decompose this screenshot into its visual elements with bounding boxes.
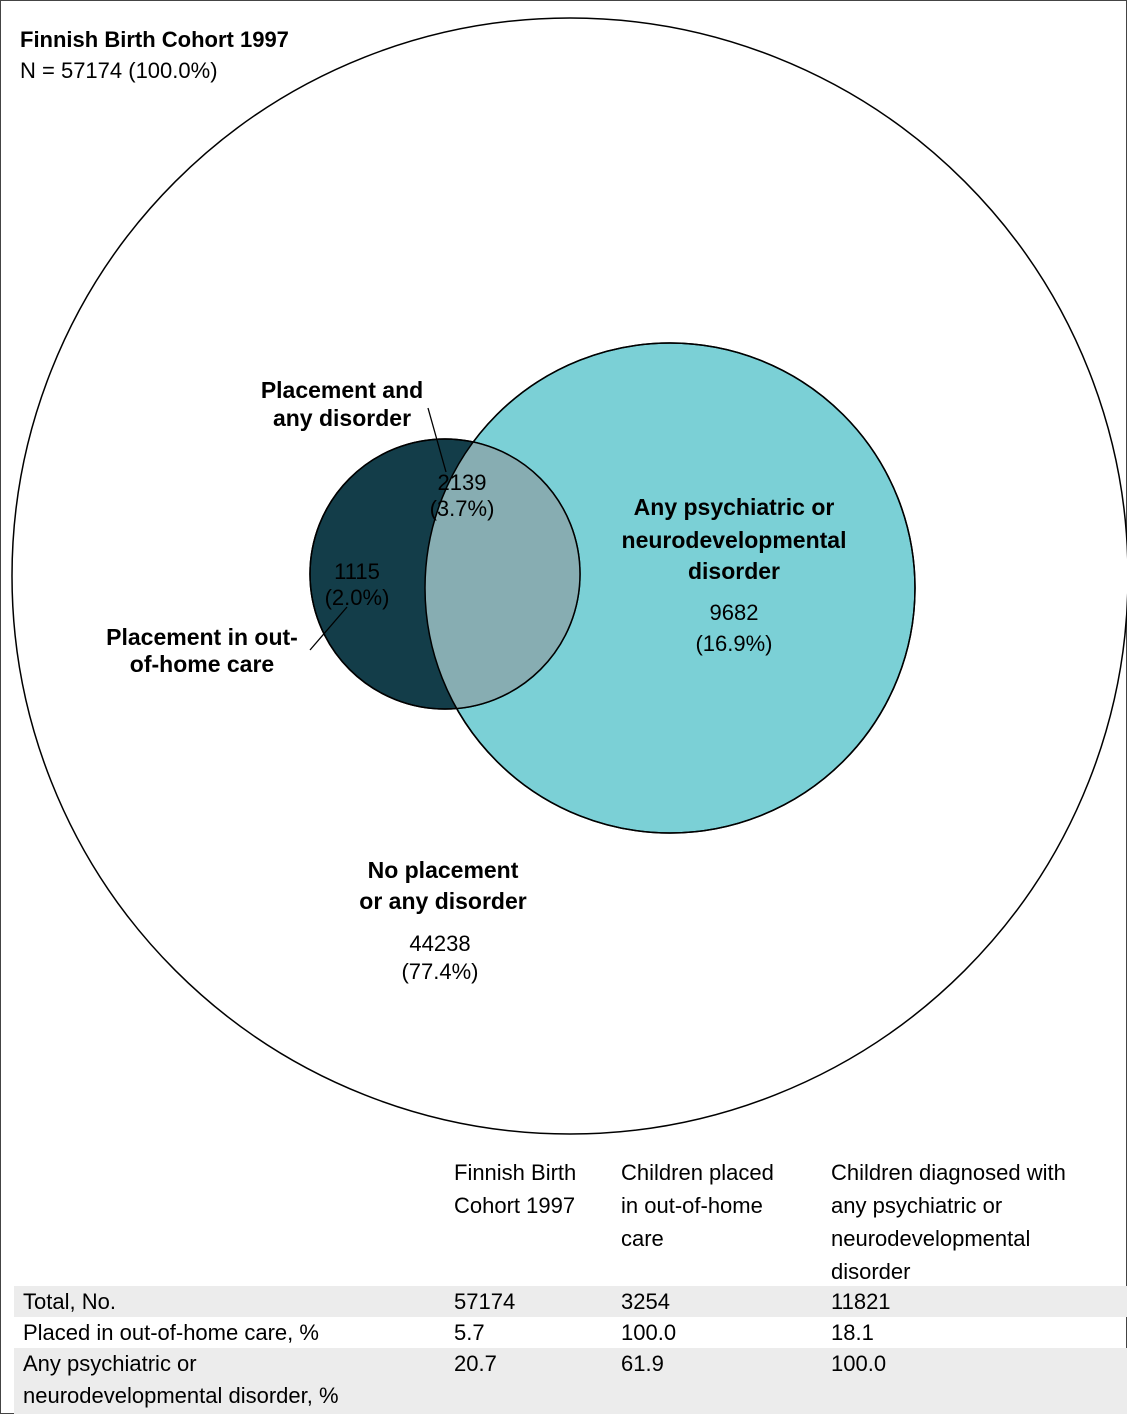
cell-cohort: 5.7 [454, 1320, 485, 1345]
figure-title: Finnish Birth Cohort 1997 [20, 27, 289, 52]
placement-label-line-1: Placement in out- [106, 624, 298, 650]
neither-label-line-1: No placement [368, 857, 519, 883]
disorder-label-line-3: disorder [688, 558, 780, 584]
placement-percent: (2.0%) [325, 585, 390, 610]
cell-cohort: 57174 [454, 1289, 516, 1314]
column-header-cohort: Finnish Birth Cohort 1997 [454, 1160, 577, 1218]
neither-count: 44238 [409, 931, 470, 956]
placement-label-line-2: of-home care [130, 651, 274, 677]
cell-placed: 61.9 [621, 1351, 664, 1376]
cell-placed: 100.0 [621, 1320, 677, 1345]
cell-diagnosed: 11821 [831, 1289, 891, 1314]
disorder-label-line-1: Any psychiatric or [634, 494, 835, 520]
disorder-outline [424, 342, 916, 834]
row-label: Placed in out-of-home care, % [23, 1320, 319, 1345]
row-label: Total, No. [23, 1289, 116, 1314]
placement-count: 1115 [334, 559, 380, 584]
disorder-label-line-2: neurodevelopmental [622, 527, 847, 553]
cell-cohort: 20.7 [454, 1351, 497, 1376]
overlap-percent: (3.7%) [430, 496, 495, 521]
row-label-line-1: Any psychiatric or [23, 1351, 197, 1376]
overlap-count: 2139 [438, 470, 487, 495]
table-row-placed: Placed in out-of-home care, % 5.7 100.0 … [14, 1317, 1127, 1348]
disorder-percent: (16.9%) [695, 631, 772, 656]
column-header-diagnosed: Children diagnosed with any psychiatric … [831, 1160, 1066, 1284]
column-header-placed: Children placed in out-of-home care [621, 1160, 774, 1251]
neither-percent: (77.4%) [401, 959, 478, 984]
disorder-count: 9682 [710, 600, 759, 625]
cohort-total: N = 57174 (100.0%) [20, 58, 218, 83]
placement-outline [309, 438, 581, 710]
table-row-disorder: Any psychiatric or neurodevelopmental di… [14, 1348, 1127, 1414]
overlap-leader-line [427, 407, 447, 473]
cell-diagnosed: 18.1 [831, 1320, 874, 1345]
overlap-label-line-1: Placement and [261, 377, 423, 403]
overlap-label-line-2: any disorder [273, 405, 411, 431]
placement-leader-line [309, 606, 348, 651]
neither-label-line-2: or any disorder [359, 888, 526, 914]
cell-diagnosed: 100.0 [831, 1351, 887, 1376]
row-label-line-2: neurodevelopmental disorder, % [23, 1383, 339, 1408]
table-row-total: Total, No. 57174 3254 11821 [14, 1286, 1127, 1317]
cell-placed: 3254 [621, 1289, 670, 1314]
